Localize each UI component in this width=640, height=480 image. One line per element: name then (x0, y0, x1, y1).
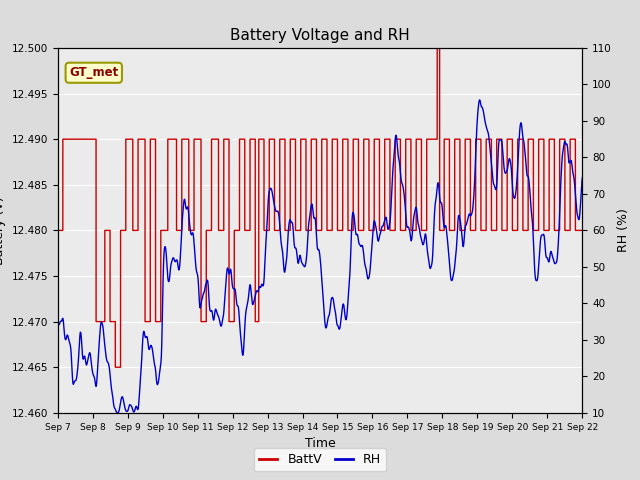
Legend: BattV, RH: BattV, RH (253, 448, 387, 471)
Y-axis label: Battery (V): Battery (V) (0, 196, 6, 264)
X-axis label: Time: Time (305, 437, 335, 450)
Title: Battery Voltage and RH: Battery Voltage and RH (230, 28, 410, 43)
Text: GT_met: GT_met (69, 66, 118, 79)
Y-axis label: RH (%): RH (%) (618, 208, 630, 252)
